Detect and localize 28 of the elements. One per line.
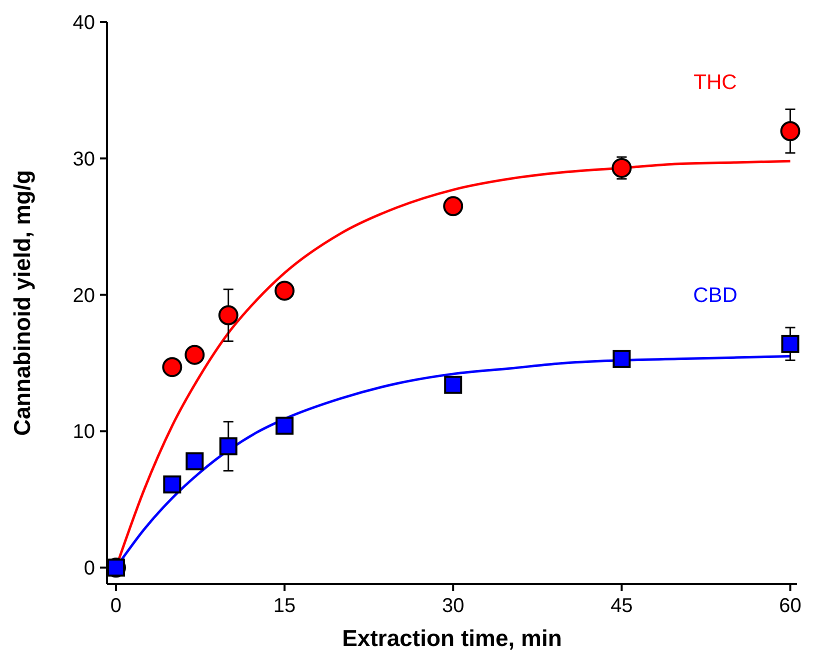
- point: [184, 344, 205, 365]
- y-tick-label: 10: [72, 421, 95, 444]
- y-tick-label: 0: [84, 558, 95, 580]
- x-tick-label: 0: [110, 595, 122, 617]
- y-axis-title: Cannabinoid yield, mg/g: [9, 170, 35, 436]
- point: [781, 334, 800, 353]
- point: [444, 376, 462, 394]
- point: [186, 452, 204, 470]
- point: [276, 416, 294, 435]
- point: [274, 280, 295, 301]
- x-axis-title: Extraction time, min: [342, 625, 562, 651]
- point: [218, 305, 238, 326]
- point: [612, 350, 631, 368]
- text: CBD: [693, 284, 738, 307]
- point: [612, 158, 632, 178]
- x-tick-label: 45: [610, 595, 633, 617]
- y-tick-label: 40: [72, 12, 95, 34]
- point: [163, 475, 182, 494]
- point: [162, 357, 182, 378]
- x-tick-label: 30: [442, 595, 464, 617]
- x-tick-label: 60: [779, 595, 802, 617]
- y-tick-label: 20: [72, 284, 95, 307]
- point: [219, 437, 238, 456]
- y-tick-label: 30: [72, 148, 95, 170]
- point: [443, 196, 464, 216]
- x-tick-label: 15: [273, 595, 296, 617]
- point: [780, 121, 800, 142]
- text: THC: [694, 71, 737, 94]
